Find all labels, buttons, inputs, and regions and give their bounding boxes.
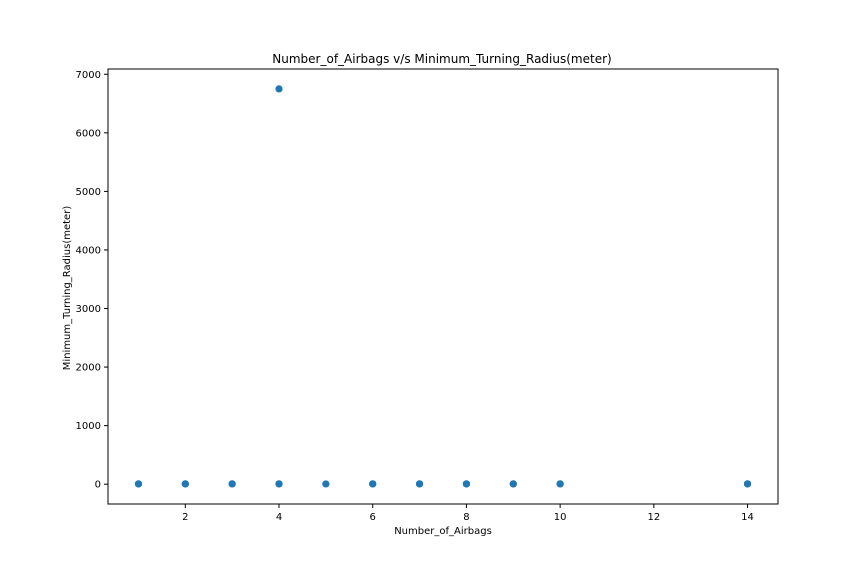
data-point xyxy=(134,480,143,488)
chart-title: Number_of_Airbags v/s Minimum_Turning_Ra… xyxy=(272,52,611,66)
y-tick-label: 3000 xyxy=(76,304,101,315)
data-point xyxy=(228,480,236,488)
data-point xyxy=(556,480,564,488)
x-tick-label: 4 xyxy=(276,512,282,523)
y-tick-label: 2000 xyxy=(76,363,101,374)
data-point xyxy=(743,480,752,488)
y-axis-label: Minimum_Turning_Radius(meter) xyxy=(62,206,73,371)
x-tick-label: 2 xyxy=(182,512,188,523)
y-tick-label: 5000 xyxy=(76,187,101,198)
data-point xyxy=(181,480,189,488)
x-axis-label: Number_of_Airbags xyxy=(394,526,492,537)
y-tick-label: 6000 xyxy=(76,128,101,139)
data-point xyxy=(369,480,377,488)
axes-frame xyxy=(107,68,779,505)
data-point xyxy=(275,85,283,93)
data-point xyxy=(509,480,517,488)
plot-area xyxy=(134,85,752,488)
data-point xyxy=(415,480,424,488)
data-point xyxy=(275,480,283,488)
x-tick-label: 12 xyxy=(647,512,660,523)
x-tick-label: 6 xyxy=(370,512,376,523)
y-tick-label: 7000 xyxy=(76,70,101,81)
x-tick-label: 14 xyxy=(741,512,754,523)
data-point xyxy=(462,480,471,488)
y-tick-label: 4000 xyxy=(76,245,101,256)
y-tick-label: 1000 xyxy=(76,421,101,432)
y-tick-label: 0 xyxy=(95,480,101,491)
data-point xyxy=(322,480,330,488)
x-tick-label: 8 xyxy=(463,512,469,523)
x-tick-label: 10 xyxy=(554,512,567,523)
